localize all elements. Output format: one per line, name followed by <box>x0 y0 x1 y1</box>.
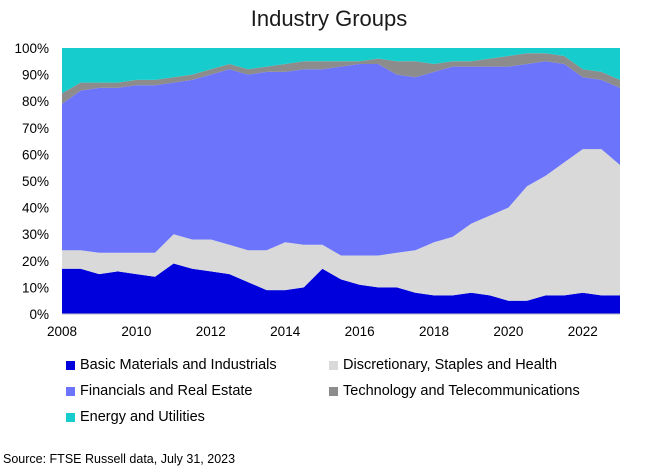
source-note: Source: FTSE Russell data, July 31, 2023 <box>3 452 236 466</box>
x-tick-label: 2016 <box>345 324 375 339</box>
legend-item-discretionary: Discretionary, Staples and Health <box>329 357 557 373</box>
y-tick-label: 80% <box>22 94 49 109</box>
y-tick-label: 20% <box>22 254 49 269</box>
y-tick-label: 90% <box>22 68 49 83</box>
industry-groups-chart: 0% 10% 20% 30% 40% 50% 60% 70% 80% 90% 100% 2008 201… <box>14 41 620 339</box>
legend-label: Energy and Utilities <box>80 409 205 425</box>
legend-label: Financials and Real Estate <box>80 383 253 399</box>
y-tick-label: 10% <box>22 280 49 295</box>
legend-swatch <box>66 412 75 422</box>
x-tick-label: 2022 <box>568 324 598 339</box>
area-series-1 <box>62 149 620 301</box>
legend-swatch <box>66 386 75 396</box>
x-tick-label: 2012 <box>196 324 226 339</box>
y-tick-label: 60% <box>22 147 49 162</box>
legend-item-technology: Technology and Telecommunications <box>329 383 580 399</box>
area-series-3 <box>62 53 620 104</box>
area-series-4 <box>62 48 620 94</box>
chart-title: Industry Groups <box>250 6 408 31</box>
y-tick-label: 50% <box>22 174 49 189</box>
legend-label: Basic Materials and Industrials <box>80 357 277 373</box>
legend-item-basic-materials: Basic Materials and Industrials <box>66 357 277 373</box>
y-tick-label: 30% <box>22 227 49 242</box>
x-tick-label: 2008 <box>47 324 77 339</box>
y-tick-label: 100% <box>14 41 49 56</box>
y-tick-label: 0% <box>29 307 49 322</box>
y-tick-label: 70% <box>22 121 49 136</box>
legend-swatch <box>66 360 75 370</box>
legend-item-financials: Financials and Real Estate <box>66 383 253 399</box>
x-tick-label: 2018 <box>419 324 449 339</box>
area-series-2 <box>62 61 620 256</box>
y-tick-label: 40% <box>22 201 49 216</box>
legend-swatch <box>329 386 338 396</box>
legend-item-energy: Energy and Utilities <box>66 409 205 425</box>
x-tick-label: 2020 <box>493 324 523 339</box>
legend-label: Discretionary, Staples and Health <box>343 357 558 373</box>
x-tick-label: 2010 <box>121 324 151 339</box>
legend-swatch <box>329 360 338 370</box>
x-tick-label: 2014 <box>270 324 301 339</box>
area-series-0 <box>62 263 620 314</box>
legend-label: Technology and Telecommunications <box>343 383 580 399</box>
